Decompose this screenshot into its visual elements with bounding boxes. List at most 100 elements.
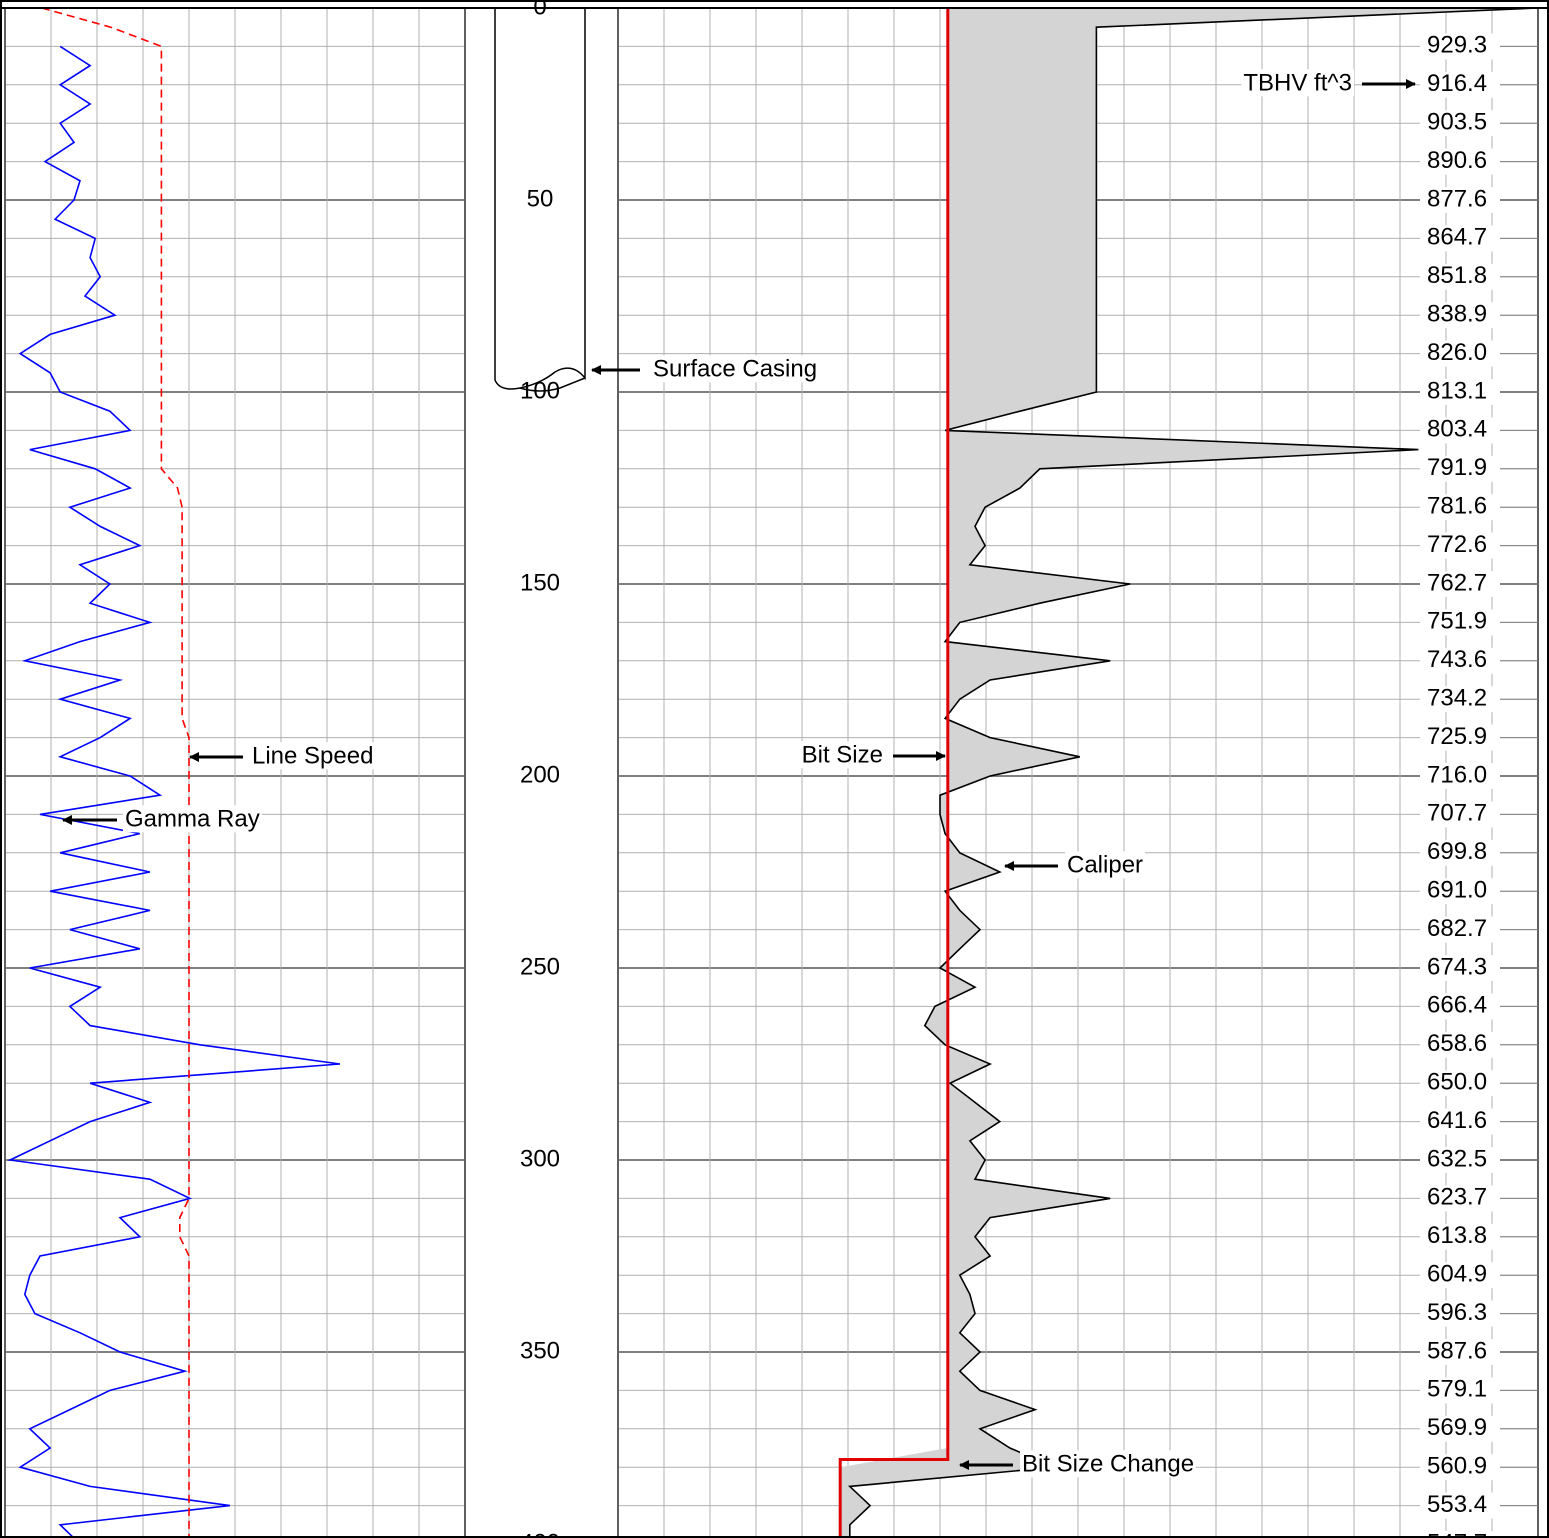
label-bg — [1420, 1262, 1500, 1289]
curve — [847, 8, 1539, 1538]
annotation: Line Speed — [252, 742, 373, 769]
depth-label: 250 — [520, 953, 560, 980]
label-bg — [1020, 1450, 1197, 1478]
label-bg — [1420, 417, 1500, 444]
label-bg — [1420, 1492, 1500, 1519]
label-bg — [1420, 532, 1500, 559]
label-bg — [1420, 1531, 1500, 1538]
curve — [838, 8, 950, 1538]
tbhv-label: 813.1 — [1427, 377, 1487, 404]
depth-label: 200 — [520, 761, 560, 788]
label-bg — [1420, 686, 1500, 713]
tbhv-label: 613.8 — [1427, 1222, 1487, 1249]
label-bg — [1420, 1185, 1500, 1212]
depth-label: 400 — [520, 1529, 560, 1538]
label-bg — [1420, 1415, 1500, 1442]
label-bg — [1420, 955, 1500, 981]
labels: 0 50 100 150 200 250 300 350 400 929.3 916.4 903.5 8… — [62, 0, 1538, 1538]
curve — [41, 8, 190, 1538]
tbhv-label: 803.4 — [1427, 416, 1487, 443]
depth-label: 350 — [520, 1337, 560, 1364]
tbhv-label: 743.6 — [1427, 646, 1487, 673]
label-bg — [1420, 1070, 1500, 1097]
surface-casing — [494, 8, 586, 392]
tbhv-label: 674.3 — [1427, 953, 1487, 980]
tbhv-label: 604.9 — [1427, 1261, 1487, 1288]
tbhv-label: 579.1 — [1427, 1376, 1487, 1403]
grid — [4, 8, 1539, 1538]
tbhv-label: 734.2 — [1427, 685, 1487, 712]
label-bg — [1420, 571, 1500, 597]
tbhv-label: 877.6 — [1427, 185, 1487, 212]
caliper-fill — [840, 8, 1538, 1538]
tbhv-label: 596.3 — [1427, 1299, 1487, 1326]
annotation: Bit Size Change — [1022, 1450, 1194, 1477]
label-bg — [1420, 763, 1500, 789]
label-bg — [1420, 263, 1500, 290]
label-bg — [1420, 494, 1500, 521]
depth-label: 150 — [520, 569, 560, 596]
tbhv-label: 658.6 — [1427, 1030, 1487, 1057]
tbhv-label: 569.9 — [1427, 1414, 1487, 1441]
label-bg — [1420, 1108, 1500, 1135]
label-bg — [1420, 916, 1500, 943]
depth-label: 0 — [533, 0, 546, 20]
tbhv-label: 650.0 — [1427, 1069, 1487, 1096]
tbhv-label: 838.9 — [1427, 301, 1487, 328]
label-bg — [1420, 609, 1500, 636]
label-bg — [1420, 110, 1500, 137]
tbhv-label: 641.6 — [1427, 1107, 1487, 1134]
curves — [7, 8, 1539, 1538]
label-bg — [1420, 1223, 1500, 1250]
tbhv-label: 666.4 — [1427, 992, 1487, 1019]
label-bg — [1420, 187, 1500, 213]
tbhv-label: 903.5 — [1427, 109, 1487, 136]
label-bg — [250, 742, 376, 770]
label-bg — [1420, 1339, 1500, 1365]
tbhv-label: 864.7 — [1427, 224, 1487, 251]
label-bg — [1241, 69, 1354, 97]
tbhv-label: 553.4 — [1427, 1491, 1487, 1518]
tbhv-label: 699.8 — [1427, 838, 1487, 865]
tbhv-label: 772.6 — [1427, 531, 1487, 558]
tbhv-label: 725.9 — [1427, 723, 1487, 750]
tbhv-label: 560.9 — [1427, 1453, 1487, 1480]
label-bg — [1420, 724, 1500, 751]
annotation: TBHV ft^3 — [1243, 69, 1352, 96]
label-bg — [1420, 839, 1500, 866]
tbhv-label: 691.0 — [1427, 877, 1487, 904]
depth-label: 50 — [527, 185, 554, 212]
tbhv-label: 791.9 — [1427, 454, 1487, 481]
tbhv-label: 929.3 — [1427, 32, 1487, 59]
tbhv-label: 762.7 — [1427, 569, 1487, 596]
label-bg — [799, 741, 885, 769]
tbhv-label: 916.4 — [1427, 70, 1487, 97]
label-bg — [1420, 33, 1500, 60]
tbhv-label: 716.0 — [1427, 761, 1487, 788]
tbhv-label: 623.7 — [1427, 1184, 1487, 1211]
tbhv-label: 547.7 — [1427, 1529, 1487, 1538]
tbhv-label: 587.6 — [1427, 1337, 1487, 1364]
label-bg — [123, 805, 262, 833]
label-bg — [1420, 1377, 1500, 1404]
label-bg — [1420, 878, 1500, 905]
depth-label: 300 — [520, 1145, 560, 1172]
label-bg — [1420, 302, 1500, 329]
label-bg — [1420, 455, 1500, 482]
label-bg — [1065, 851, 1146, 879]
tbhv-label: 682.7 — [1427, 915, 1487, 942]
label-bg — [1420, 1031, 1500, 1058]
annotation: Bit Size — [802, 741, 883, 768]
tbhv-label: 826.0 — [1427, 339, 1487, 366]
label-bg — [1420, 340, 1500, 367]
label-bg — [1420, 1147, 1500, 1173]
label-bg — [1420, 1300, 1500, 1327]
tbhv-label: 781.6 — [1427, 493, 1487, 520]
label-bg — [1420, 1454, 1500, 1481]
annotation: Gamma Ray — [125, 805, 260, 832]
annotation: Caliper — [1067, 851, 1143, 878]
label-bg — [1420, 225, 1500, 252]
depth-label: 100 — [520, 377, 560, 404]
tbhv-label: 632.5 — [1427, 1145, 1487, 1172]
